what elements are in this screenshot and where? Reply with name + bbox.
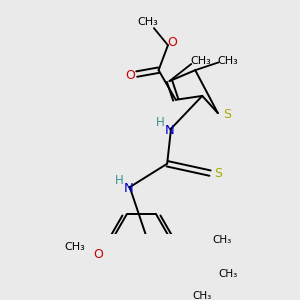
Text: H: H — [114, 174, 123, 188]
Text: S: S — [223, 108, 231, 121]
Text: O: O — [168, 36, 178, 49]
Text: CH₃: CH₃ — [213, 235, 232, 245]
Text: CH₃: CH₃ — [190, 56, 211, 66]
Text: O: O — [94, 248, 103, 261]
Text: CH₃: CH₃ — [219, 269, 238, 279]
Text: CH₃: CH₃ — [218, 56, 238, 66]
Text: H: H — [156, 116, 164, 129]
Text: O: O — [125, 69, 135, 82]
Text: N: N — [165, 124, 174, 137]
Text: CH₃: CH₃ — [65, 242, 85, 252]
Text: S: S — [214, 167, 223, 180]
Text: CH₃: CH₃ — [137, 17, 158, 27]
Text: N: N — [123, 182, 133, 195]
Text: CH₃: CH₃ — [192, 291, 212, 300]
